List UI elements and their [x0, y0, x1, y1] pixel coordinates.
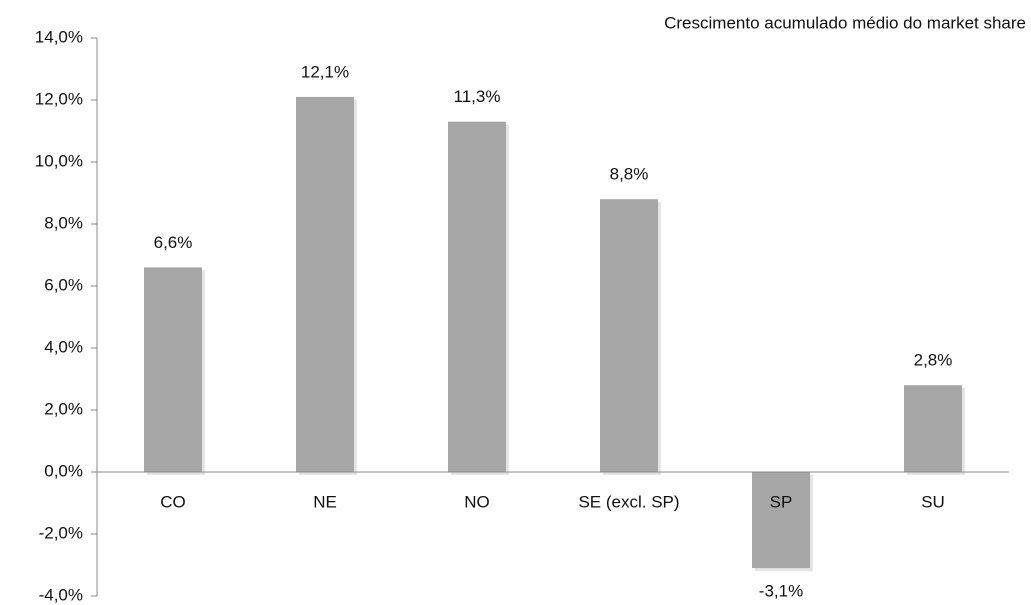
bar: [448, 121, 506, 472]
value-label: 2,8%: [914, 351, 953, 370]
x-tick-label: SE (excl. SP): [578, 492, 679, 511]
x-tick-label: SP: [770, 492, 793, 511]
value-label: 11,3%: [454, 87, 501, 106]
value-label: 12,1%: [301, 62, 349, 81]
y-tick-label: 8,0%: [44, 213, 83, 232]
bar: [600, 199, 658, 472]
x-tick-label: CO: [160, 492, 186, 511]
bar: [904, 385, 962, 472]
chart-subtitle: Crescimento acumulado médio do market sh…: [664, 13, 1026, 32]
y-tick-label: -4,0%: [39, 585, 83, 604]
value-label: -3,1%: [759, 582, 803, 601]
y-tick-label: 6,0%: [44, 275, 83, 294]
x-tick-label: SU: [921, 492, 945, 511]
value-label: 8,8%: [610, 165, 649, 184]
value-label: 6,6%: [154, 233, 193, 252]
y-tick-label: 0,0%: [44, 461, 83, 480]
y-tick-label: 2,0%: [44, 399, 83, 418]
y-tick-label: 14,0%: [35, 27, 83, 46]
y-tick-label: 4,0%: [44, 337, 83, 356]
y-tick-label: 12,0%: [35, 89, 83, 108]
bar: [144, 267, 202, 472]
bar: [296, 96, 354, 473]
bar: [752, 472, 810, 569]
x-tick-label: NE: [313, 492, 337, 511]
x-tick-label: NO: [464, 492, 490, 511]
y-tick-label: 10,0%: [35, 151, 83, 170]
y-tick-label: -2,0%: [39, 523, 83, 542]
